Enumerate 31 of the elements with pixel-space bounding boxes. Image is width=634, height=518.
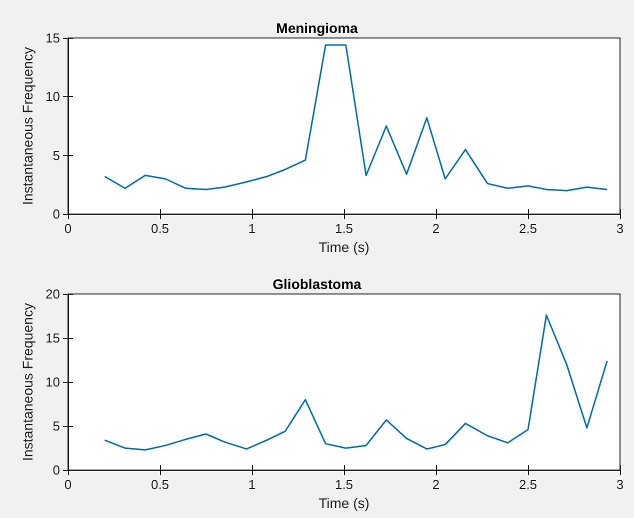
x-axis-title: Time (s) bbox=[318, 495, 370, 511]
y-tick-label: 0 bbox=[52, 206, 60, 222]
x-tick-label: 2.5 bbox=[518, 477, 538, 492]
x-tick-label: 0.5 bbox=[150, 477, 170, 492]
line-series bbox=[104, 44, 608, 192]
x-axis-title: Time (s) bbox=[318, 239, 370, 255]
y-tick-label: 10 bbox=[46, 374, 60, 390]
y-tick-label: 0 bbox=[52, 462, 60, 478]
y-axis-title: Instantaneous Frequency bbox=[20, 303, 36, 462]
x-tick-label: 2.5 bbox=[518, 221, 538, 236]
chart-title: Meningioma bbox=[276, 20, 358, 36]
y-tick-label: 10 bbox=[46, 89, 60, 104]
x-tick-label: 0 bbox=[64, 477, 72, 492]
x-tick-label: 0.5 bbox=[150, 221, 170, 236]
x-tick-label: 2 bbox=[432, 477, 440, 492]
x-tick-label: 2 bbox=[432, 221, 440, 236]
y-tick-label: 15 bbox=[46, 330, 60, 346]
x-tick-label: 1.5 bbox=[334, 221, 354, 236]
y-tick-label: 5 bbox=[52, 418, 60, 434]
x-tick-label: 0 bbox=[64, 221, 72, 236]
y-tick-label: 5 bbox=[52, 148, 60, 163]
x-tick-label: 1.5 bbox=[334, 477, 354, 492]
x-tick-label: 1 bbox=[248, 477, 256, 492]
x-tick-label: 3 bbox=[616, 221, 624, 236]
x-tick-label: 1 bbox=[248, 221, 256, 236]
line-series bbox=[104, 314, 608, 451]
y-axis-title: Instantaneous Frequency bbox=[20, 47, 36, 206]
chart-title: Glioblastoma bbox=[272, 276, 362, 292]
y-tick-label: 15 bbox=[46, 30, 60, 46]
y-tick-label: 20 bbox=[46, 286, 60, 302]
x-tick-label: 3 bbox=[616, 477, 624, 492]
